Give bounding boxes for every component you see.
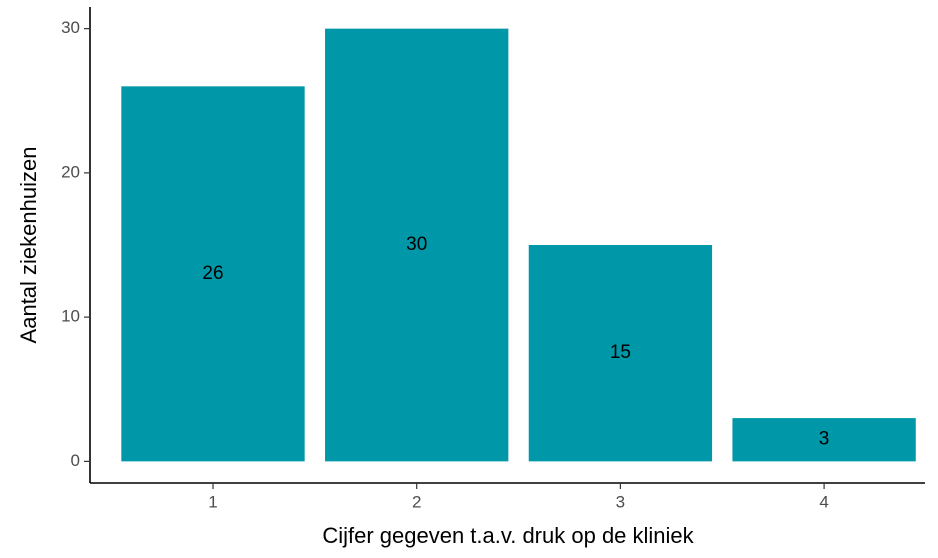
y-tick-label: 0 [71,451,80,470]
x-tick-label: 1 [208,492,217,511]
y-tick-label: 20 [61,162,80,181]
value-label: 30 [406,234,427,255]
bar [121,86,305,462]
x-axis-title: Cijfer gegeven t.a.v. druk op de kliniek [322,523,694,548]
y-axis-title: Aantal ziekenhuizen [16,147,41,344]
x-tick-label: 2 [412,492,421,511]
x-tick-label: 3 [616,492,625,511]
value-label: 15 [610,342,631,363]
y-tick-label: 10 [61,307,80,326]
x-tick-label: 4 [819,492,828,511]
value-label: 3 [819,429,830,450]
bar [325,28,509,462]
y-tick-label: 30 [61,18,80,37]
bar [528,245,713,462]
bar [732,418,916,462]
value-label: 26 [202,263,223,284]
